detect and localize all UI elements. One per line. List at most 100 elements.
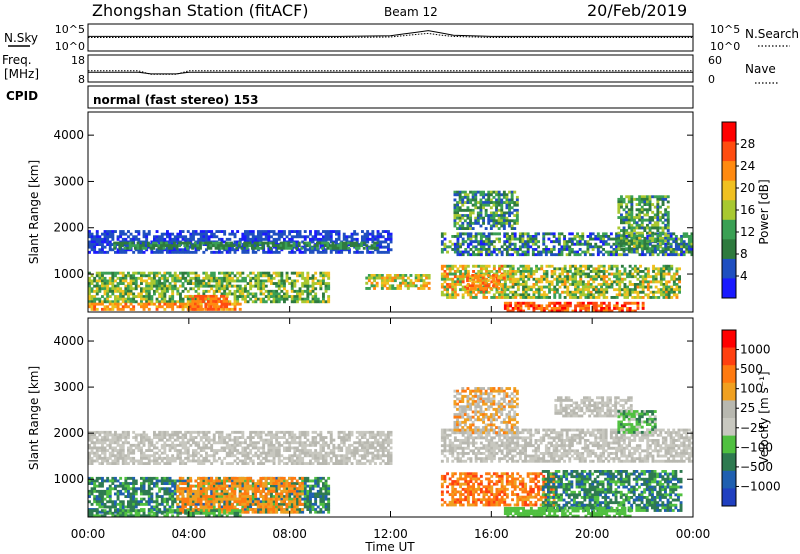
data-cell [443,272,447,276]
power-y-label: Slant Range [km] [27,160,41,264]
data-cell [641,275,645,279]
data-cell [111,436,115,439]
data-cell [630,223,634,227]
data-cell [145,243,149,246]
data-cell [600,309,603,313]
data-cell [191,305,195,309]
data-cell [586,248,590,251]
data-cell [316,230,320,233]
data-cell [119,456,123,460]
data-cell [440,242,444,246]
data-cell [98,284,102,288]
data-cell [218,433,221,437]
data-cell [672,277,676,281]
data-cell [640,197,644,201]
data-cell [474,264,478,268]
data-cell [337,248,341,252]
data-cell [602,253,605,257]
data-cell [387,230,390,233]
data-cell [623,277,627,281]
data-cell [246,443,250,447]
data-cell [502,276,506,280]
data-cell [225,292,229,296]
data-cell [119,443,123,447]
data-cell [615,264,619,268]
data-cell [228,438,232,442]
data-cell [210,287,214,291]
data-cell [489,193,493,197]
data-cell [298,433,302,437]
data-cell [487,237,491,241]
data-cell [586,250,590,254]
data-cell [222,246,226,250]
data-cell [199,454,203,458]
data-cell [293,436,297,439]
data-cell [584,283,588,286]
data-cell [636,272,640,276]
data-cell [584,309,588,313]
data-cell [95,292,99,296]
data-cell [456,193,459,197]
data-cell [262,287,266,291]
data-cell [249,271,253,275]
data-cell [179,300,182,304]
data-cell [303,454,307,458]
data-cell [661,216,665,219]
data-cell [623,288,627,292]
data-cell [568,253,572,257]
data-cell [236,248,240,252]
data-cell [116,284,120,288]
data-cell [205,232,208,236]
data-cell [132,297,136,301]
data-cell [440,264,444,268]
data-cell [553,307,557,310]
data-cell [311,274,315,278]
data-cell [576,290,580,294]
data-cell [627,231,631,235]
data-cell [628,280,632,284]
data-cell [225,271,229,275]
data-cell [627,195,631,199]
data-cell [101,295,104,298]
data-cell [531,240,535,244]
data-cell [139,244,143,248]
data-cell [540,264,544,268]
data-cell [196,300,200,303]
data-cell [152,241,156,245]
data-cell [324,300,328,304]
data-cell [453,264,457,268]
data-cell [456,208,459,212]
data-cell [630,205,634,209]
data-cell [464,240,468,244]
data-cell [446,290,449,294]
data-cell [506,275,510,279]
data-cell [322,235,325,239]
data-cell [147,232,151,236]
data-cell [492,232,496,236]
data-cell [280,276,284,280]
data-cell [573,237,577,241]
data-cell [193,244,197,248]
data-cell [672,237,676,241]
data-cell [158,237,162,241]
data-cell [458,190,462,194]
data-cell [137,459,141,463]
data-cell [620,229,623,232]
data-cell [114,459,117,463]
data-cell [687,248,691,251]
data-cell [225,284,229,288]
data-cell [142,454,146,458]
data-cell [222,307,226,311]
data-cell [171,430,175,434]
data-cell [380,276,384,280]
data-cell [665,283,668,286]
data-cell [108,302,112,306]
data-cell [383,279,387,283]
data-cell [144,246,148,250]
data-cell [479,287,482,290]
data-cell [417,287,421,290]
data-cell [389,240,393,244]
data-cell [192,295,195,298]
data-cell [259,237,263,241]
data-cell [476,201,480,204]
